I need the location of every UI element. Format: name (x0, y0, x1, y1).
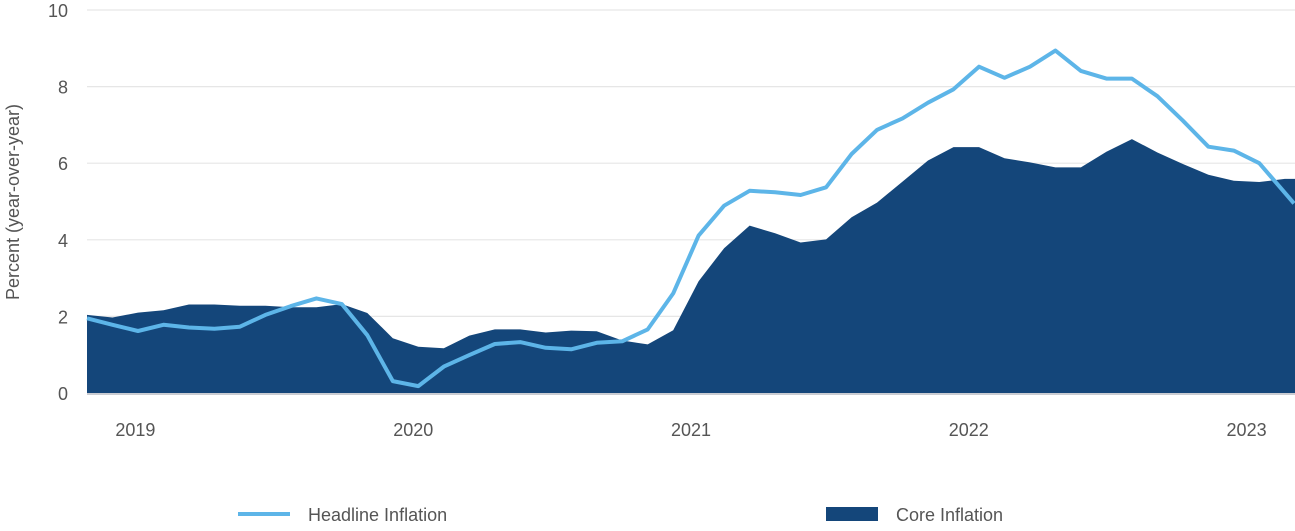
x-tick-label: 2020 (393, 420, 433, 440)
y-tick-label: 4 (58, 231, 68, 251)
y-tick-label: 0 (58, 384, 68, 404)
x-axis-ticks: 2019 2020 2021 2022 2023 (115, 420, 1266, 440)
x-tick-label: 2021 (671, 420, 711, 440)
plot-area (86, 48, 1295, 393)
legend-headline-label: Headline Inflation (308, 505, 447, 525)
core-inflation-area (87, 139, 1295, 393)
legend-core-swatch (826, 507, 878, 521)
y-tick-label: 8 (58, 78, 68, 98)
legend-core-label: Core Inflation (896, 505, 1003, 525)
legend: Headline Inflation Core Inflation (238, 505, 1003, 525)
y-axis-ticks: 0 2 4 6 8 10 (48, 1, 68, 404)
y-tick-label: 2 (58, 307, 68, 327)
y-tick-label: 6 (58, 154, 68, 174)
x-tick-label: 2023 (1227, 420, 1267, 440)
headline-inflation-line (86, 48, 1295, 389)
x-tick-label: 2019 (115, 420, 155, 440)
y-tick-label: 10 (48, 1, 68, 21)
x-tick-label: 2022 (949, 420, 989, 440)
y-axis-label: Percent (year-over-year) (3, 104, 23, 300)
